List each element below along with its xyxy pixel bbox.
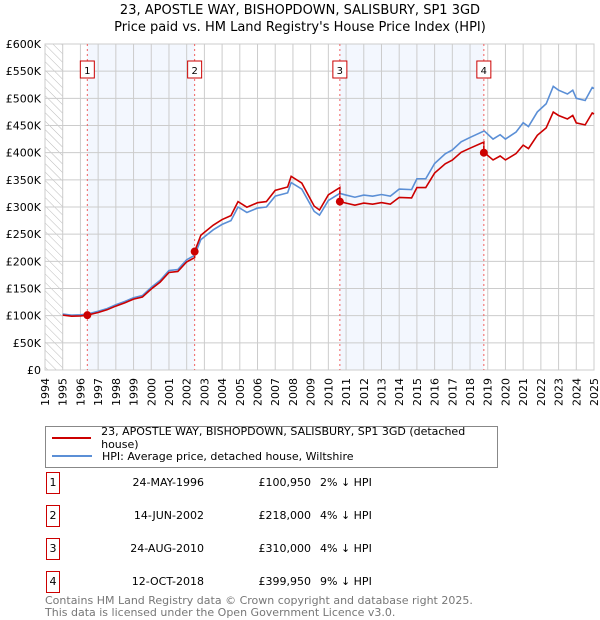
y-tick-label: £600K <box>6 38 42 51</box>
sale-date: 24-MAY-1996 <box>132 476 204 489</box>
sale-price: £100,950 <box>258 476 312 489</box>
sale-number: 4 <box>46 571 60 593</box>
sale-point <box>190 247 199 256</box>
x-tick-label: 2004 <box>216 378 229 406</box>
hpi-line <box>62 85 595 316</box>
legend-swatch-red <box>52 437 92 439</box>
y-tick-label: £150K <box>6 283 42 296</box>
x-tick-label: 2018 <box>464 378 477 406</box>
x-tick-label: 2006 <box>252 378 265 406</box>
x-tick-label: 2014 <box>393 378 406 406</box>
footer-licence: This data is licensed under the Open Gov… <box>45 606 396 619</box>
x-tick-label: 2010 <box>322 378 335 406</box>
sale-date: 12-OCT-2018 <box>131 575 204 588</box>
sale-price: £218,000 <box>258 509 312 522</box>
sale-number: 2 <box>46 505 60 527</box>
y-tick-label: £200K <box>6 255 42 268</box>
plot-frame <box>44 43 595 371</box>
sale-label-box <box>79 60 95 79</box>
x-tick-label: 2025 <box>588 378 600 406</box>
legend: 23, APOSTLE WAY, BISHOPDOWN, SALISBURY, … <box>45 425 498 468</box>
x-tick-label: 2020 <box>499 378 512 406</box>
x-tick-label: 1996 <box>74 378 87 406</box>
x-tick-label: 2015 <box>411 378 424 406</box>
x-tick-label: 1999 <box>128 378 141 406</box>
sale-number: 3 <box>46 538 60 560</box>
legend-label: 23, APOSTLE WAY, BISHOPDOWN, SALISBURY, … <box>101 425 466 451</box>
sale-label: 1 <box>84 66 90 77</box>
y-tick-label: £100K <box>6 310 42 323</box>
y-tick-label: £450K <box>6 120 42 133</box>
x-tick-label: 1995 <box>57 378 70 406</box>
sale-hpi-diff: 9% ↓ HPI <box>320 575 372 588</box>
footer-copyright: Contains HM Land Registry data © Crown c… <box>45 594 473 607</box>
sale-label-box <box>332 60 348 79</box>
x-tick-label: 1997 <box>92 378 105 406</box>
sale-label-box <box>476 60 492 79</box>
legend-item-property: 23, APOSTLE WAY, BISHOPDOWN, SALISBURY, … <box>52 425 497 451</box>
chart-title: 23, APOSTLE WAY, BISHOPDOWN, SALISBURY, … <box>119 3 481 18</box>
sale-label: 2 <box>191 66 197 77</box>
sale-label: 3 <box>337 66 343 77</box>
x-tick-label: 2023 <box>553 378 566 406</box>
x-tick-label: 2024 <box>570 378 583 406</box>
x-tick-label: 2013 <box>375 378 388 406</box>
x-tick-label: 2001 <box>163 378 176 406</box>
x-tick-label: 2009 <box>305 378 318 406</box>
sale-point <box>335 197 344 206</box>
sale-hpi-diff: 4% ↓ HPI <box>320 509 372 522</box>
sale-label: 4 <box>481 66 487 77</box>
sale-price: £399,950 <box>258 575 312 588</box>
y-tick-label: £250K <box>6 228 42 241</box>
legend-label: HPI: Average price, detached house, Wilt… <box>102 449 354 463</box>
y-tick-label: £400K <box>6 147 42 160</box>
x-tick-label: 2005 <box>234 378 247 406</box>
y-tick-label: £350K <box>6 174 42 187</box>
y-tick-label: £300K <box>6 201 42 214</box>
x-tick-label: 2021 <box>517 378 530 406</box>
x-tick-label: 2002 <box>181 378 194 406</box>
legend-item-hpi: HPI: Average price, detached house, Wilt… <box>52 447 354 465</box>
x-tick-label: 1998 <box>110 378 123 406</box>
x-tick-label: 2017 <box>446 378 459 406</box>
x-tick-label: 2019 <box>482 378 495 406</box>
y-tick-label: £50K <box>13 337 42 350</box>
x-tick-label: 2022 <box>535 378 548 406</box>
sale-number: 1 <box>46 472 60 494</box>
legend-swatch-blue <box>52 455 92 457</box>
x-tick-label: 2016 <box>429 378 442 406</box>
x-tick-label: 2012 <box>358 378 371 406</box>
sale-label-box <box>187 60 203 79</box>
sale-hpi-diff: 2% ↓ HPI <box>320 476 372 489</box>
x-tick-label: 2003 <box>198 378 211 406</box>
x-tick-label: 2008 <box>287 378 300 406</box>
y-tick-label: £550K <box>6 65 42 78</box>
y-tick-label: £500K <box>6 92 42 105</box>
sale-point <box>479 148 488 157</box>
x-tick-label: 2011 <box>340 378 353 406</box>
chart-subtitle: Price paid vs. HM Land Registry's House … <box>114 20 486 35</box>
x-tick-label: 2007 <box>269 378 282 406</box>
y-tick-label: £0 <box>27 364 41 377</box>
x-tick-label: 1994 <box>39 378 52 406</box>
x-tick-label: 2000 <box>145 378 158 406</box>
price-chart: 1994 1995 1996 1997 1998 1999 2000 2001 2002 2003… <box>6 38 600 406</box>
sale-date: 24-AUG-2010 <box>130 542 204 555</box>
sale-hpi-diff: 4% ↓ HPI <box>320 542 372 555</box>
sale-price: £310,000 <box>258 542 312 555</box>
sale-date: 14-JUN-2002 <box>133 509 204 522</box>
sale-point <box>83 311 92 320</box>
